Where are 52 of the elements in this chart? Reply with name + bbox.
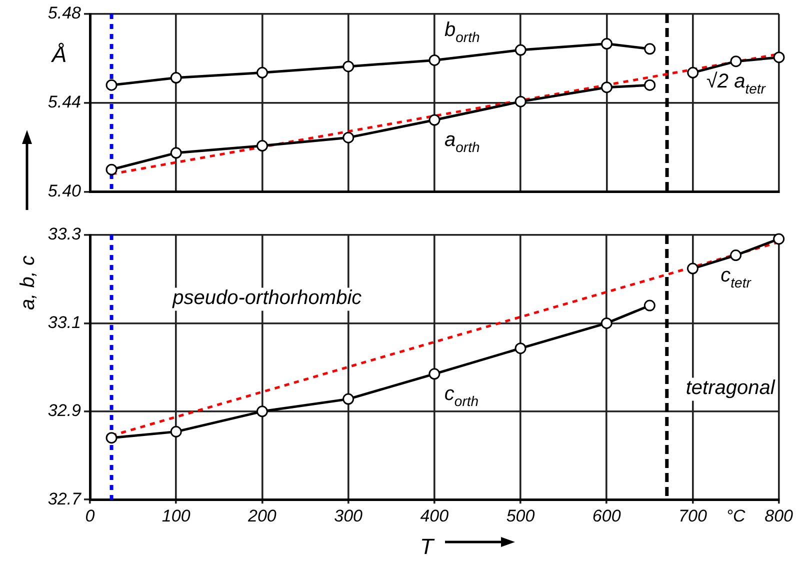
x-tick-label: 100 xyxy=(162,506,191,526)
y-tick-label: 5.48 xyxy=(48,4,82,23)
y-axis-title: Å xyxy=(50,42,67,67)
point xyxy=(644,300,656,312)
x-axis-title: T xyxy=(420,534,435,559)
point xyxy=(687,66,699,78)
annotation: pseudo-orthorhombic xyxy=(172,286,362,309)
x-tick-label: 400 xyxy=(420,506,450,526)
point xyxy=(106,432,118,444)
point xyxy=(773,233,785,245)
y-tick-label: 33.1 xyxy=(48,312,81,332)
y-tick-label: 33.3 xyxy=(48,224,82,244)
y-tick-label: 32.7 xyxy=(48,489,82,508)
x-tick-label: 300 xyxy=(334,506,364,526)
point xyxy=(170,72,182,84)
point xyxy=(106,79,118,91)
point xyxy=(342,132,354,144)
point xyxy=(428,114,440,126)
point xyxy=(170,426,182,438)
point xyxy=(514,96,526,108)
point xyxy=(600,317,612,329)
point xyxy=(342,393,354,405)
point xyxy=(256,66,268,78)
point xyxy=(686,262,698,274)
point xyxy=(601,82,612,94)
point xyxy=(170,147,182,159)
x-tick-label: °C xyxy=(726,506,746,526)
point xyxy=(514,342,526,354)
point xyxy=(644,43,656,55)
point xyxy=(342,60,354,72)
x-tick-label: 500 xyxy=(506,506,536,526)
point xyxy=(256,406,268,418)
x-tick-label: 600 xyxy=(592,506,622,526)
point xyxy=(773,52,785,64)
point xyxy=(428,368,440,380)
x-tick-label: 0 xyxy=(85,506,96,526)
point xyxy=(256,140,268,152)
y-tick-label: 32.9 xyxy=(48,401,82,420)
x-tick-label: 700 xyxy=(678,506,708,526)
point xyxy=(644,79,656,91)
annotation: tetragonal xyxy=(686,376,776,399)
point xyxy=(730,250,742,262)
point xyxy=(601,38,612,50)
point xyxy=(514,44,526,56)
y-tick-label: 5.44 xyxy=(48,92,81,112)
point xyxy=(730,56,742,68)
point xyxy=(428,54,440,66)
x-tick-label: 800 xyxy=(764,506,794,526)
y-tick-label: 5.40 xyxy=(48,182,82,201)
point xyxy=(106,164,118,176)
y-axis-title: a, b, c xyxy=(17,256,39,310)
x-tick-label: 200 xyxy=(247,506,277,526)
